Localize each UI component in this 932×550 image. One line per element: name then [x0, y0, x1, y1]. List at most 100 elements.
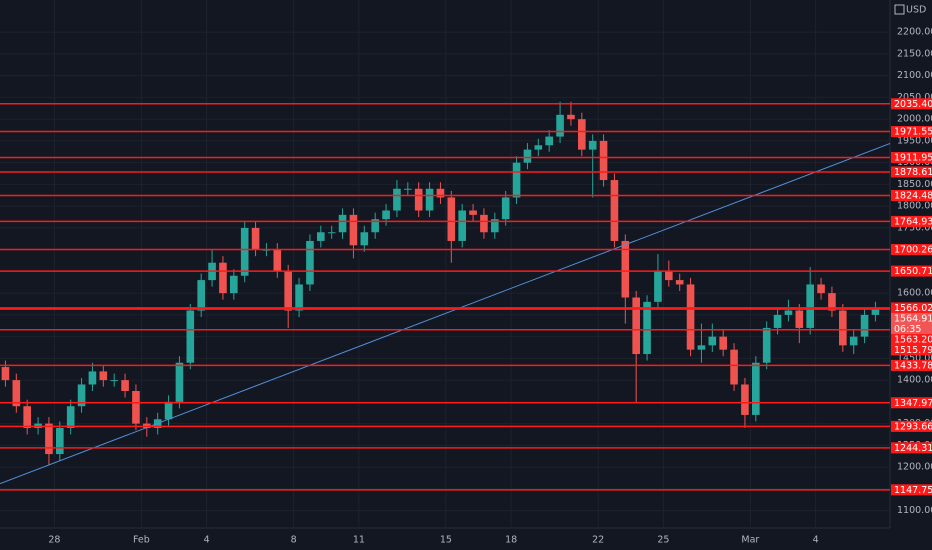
- y-tick-label: 1850.00: [897, 179, 932, 190]
- candle-body: [849, 336, 858, 346]
- candle-body: [654, 271, 662, 302]
- y-tick-label: 2200.00: [897, 27, 932, 38]
- level-label: 1700.26: [894, 245, 932, 256]
- level-label-box: [891, 420, 932, 432]
- candle-body: [175, 362, 184, 402]
- candle-body: [284, 271, 292, 311]
- candle-body: [752, 362, 760, 415]
- level-label-box: [891, 333, 932, 345]
- candle-body: [871, 308, 880, 315]
- level-label: 1824.48: [894, 191, 932, 202]
- candle-body: [730, 349, 738, 385]
- candle-body: [360, 232, 369, 246]
- candle-body: [230, 275, 238, 294]
- x-tick-label: Feb: [133, 535, 150, 546]
- candle-body: [665, 271, 673, 281]
- y-tick-label: 1800.00: [897, 201, 932, 212]
- level-label: 1293.66: [894, 421, 932, 432]
- level-label: 1650.71: [894, 266, 932, 277]
- candle-body: [56, 427, 64, 455]
- level-label-box: [891, 359, 932, 371]
- candle-body: [458, 210, 466, 241]
- y-tick-label: 1200.00: [897, 462, 932, 473]
- candle-body: [1, 367, 10, 381]
- candle-body: [697, 345, 706, 350]
- candle-body: [860, 314, 869, 337]
- candle-body: [719, 336, 727, 350]
- y-tick-label: 1450.00: [897, 353, 932, 364]
- candle-body: [338, 214, 347, 233]
- candle-body: [501, 197, 510, 220]
- x-tick-label: 28: [48, 535, 60, 546]
- level-label-box: [891, 302, 932, 314]
- candle-body: [327, 232, 336, 234]
- candle-body: [436, 188, 445, 198]
- candle-body: [817, 284, 825, 294]
- y-tick-label: 2050.00: [897, 92, 932, 103]
- candle-body: [523, 149, 532, 163]
- candle-body: [599, 140, 608, 181]
- x-tick-label: 4: [204, 535, 210, 546]
- candle-body: [447, 197, 456, 241]
- level-label: 1515.79: [894, 345, 932, 356]
- candle-body: [164, 401, 173, 420]
- candle-body: [121, 380, 129, 391]
- candle-body: [839, 310, 847, 346]
- candle-body: [632, 297, 640, 355]
- candle-body: [708, 336, 717, 346]
- candle-body: [828, 293, 836, 311]
- candle-body: [741, 384, 749, 415]
- countdown-label-box: [891, 323, 932, 335]
- candle-body: [621, 240, 630, 298]
- level-label: 1347.97: [894, 398, 932, 409]
- candle-body: [186, 310, 195, 363]
- x-tick-label: 22: [592, 535, 604, 546]
- candle-body: [110, 380, 118, 382]
- candle-body: [349, 214, 358, 246]
- x-tick-label: 18: [505, 535, 517, 546]
- level-label: 1566.02: [894, 303, 932, 314]
- candle-body: [491, 219, 499, 233]
- candle-body: [578, 119, 586, 150]
- candle-body: [414, 188, 423, 211]
- candle-body: [393, 188, 401, 211]
- currency-icon[interactable]: [894, 4, 905, 15]
- level-label-box: [891, 442, 932, 454]
- candle-body: [132, 390, 140, 424]
- y-tick-label: 2100.00: [897, 70, 932, 81]
- candle-body: [23, 406, 31, 428]
- level-label-box: [891, 190, 932, 202]
- level-label: 1971.55: [894, 127, 932, 138]
- candle-body: [12, 380, 21, 407]
- x-tick-label: 15: [440, 535, 452, 546]
- y-tick-label: 1600.00: [897, 288, 932, 299]
- y-tick-label: 1750.00: [897, 222, 932, 233]
- level-label: 2035.40: [894, 99, 932, 110]
- candle-body: [45, 423, 53, 455]
- level-label: 1764.93: [894, 216, 932, 227]
- candle-body: [643, 301, 651, 355]
- level-label-box: [891, 484, 932, 496]
- candle-body: [556, 114, 564, 137]
- candle-body: [219, 262, 227, 294]
- level-label: 1147.75: [894, 485, 932, 496]
- candle-body: [273, 249, 282, 272]
- candle-body: [425, 188, 434, 211]
- x-tick-label: 11: [353, 535, 365, 546]
- candle-body: [66, 406, 75, 428]
- candle-body: [306, 240, 314, 285]
- candle-body: [240, 227, 249, 276]
- currency-label[interactable]: USD: [906, 5, 926, 16]
- candle-body: [545, 136, 553, 146]
- x-tick-label: 4: [813, 535, 819, 546]
- candle-body: [404, 188, 412, 190]
- candle-body: [762, 327, 771, 363]
- candle-body: [88, 371, 97, 385]
- candle-body: [197, 280, 205, 311]
- last-price-label: 1564.91: [894, 313, 932, 324]
- x-tick-label: 8: [291, 535, 297, 546]
- candle-body: [480, 214, 488, 233]
- y-tick-label: 1100.00: [897, 505, 932, 516]
